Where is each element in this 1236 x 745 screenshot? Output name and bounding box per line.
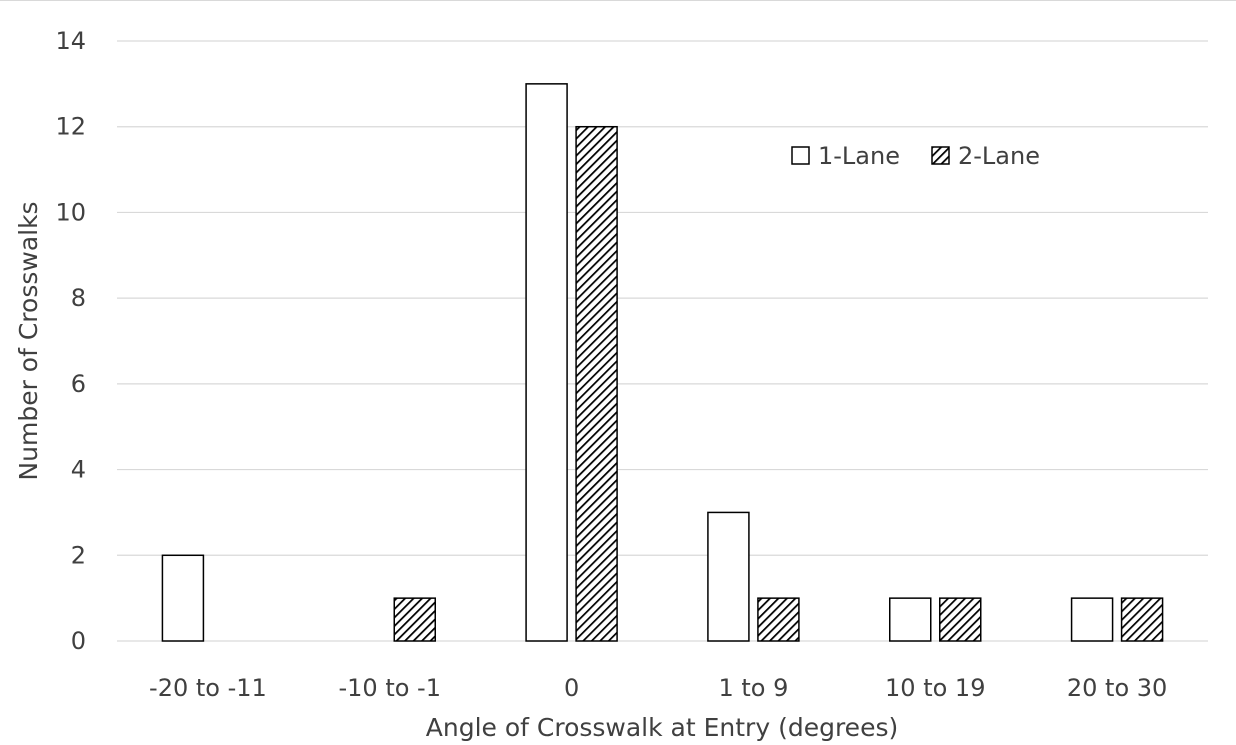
bar-2-lane-3 — [757, 597, 800, 642]
y-tick-label: 10 — [55, 198, 86, 226]
bar-1-lane-3 — [707, 511, 750, 642]
bars — [161, 83, 1164, 642]
legend-label-2-lane: 2-Lane — [958, 142, 1040, 170]
bar-1-lane-4 — [889, 597, 932, 642]
x-tick-label: -10 to -1 — [339, 674, 441, 702]
bar-1-lane-5 — [1070, 597, 1114, 642]
gridlines — [117, 40, 1208, 642]
y-tick-label: 8 — [71, 284, 86, 312]
legend-swatch-2-lane — [931, 146, 950, 165]
legend-swatch-1-lane — [791, 146, 810, 165]
y-tick-label: 14 — [55, 27, 86, 55]
bar-2-lane-2 — [575, 125, 618, 642]
x-tick-label: 20 to 30 — [1067, 674, 1167, 702]
y-axis-tick-labels: 0 2 4 6 8 10 12 14 — [55, 27, 86, 655]
bar-1-lane-0 — [161, 554, 205, 642]
y-tick-label: 12 — [55, 113, 86, 141]
y-axis-title: Number of Crosswalks — [14, 201, 43, 480]
x-axis-title: Angle of Crosswalk at Entry (degrees) — [426, 713, 898, 742]
legend-label-1-lane: 1-Lane — [818, 142, 900, 170]
y-tick-label: 2 — [71, 541, 86, 569]
x-tick-label: 0 — [564, 674, 579, 702]
x-axis-tick-labels: -20 to -11 -10 to -1 0 1 to 9 10 to 19 20 to … — [149, 674, 1167, 702]
legend: 1-Lane 2-Lane — [791, 142, 1040, 170]
x-tick-label: 10 to 19 — [885, 674, 985, 702]
x-tick-label: 1 to 9 — [718, 674, 788, 702]
bar-2-lane-4 — [939, 597, 982, 642]
x-tick-label: -20 to -11 — [149, 674, 267, 702]
bar-2-lane-5 — [1120, 597, 1164, 642]
y-tick-label: 4 — [71, 456, 86, 484]
bar-2-lane-1 — [393, 597, 436, 642]
bar-1-lane-2 — [525, 83, 568, 642]
y-tick-label: 6 — [71, 370, 86, 398]
y-tick-label: 0 — [71, 627, 86, 655]
